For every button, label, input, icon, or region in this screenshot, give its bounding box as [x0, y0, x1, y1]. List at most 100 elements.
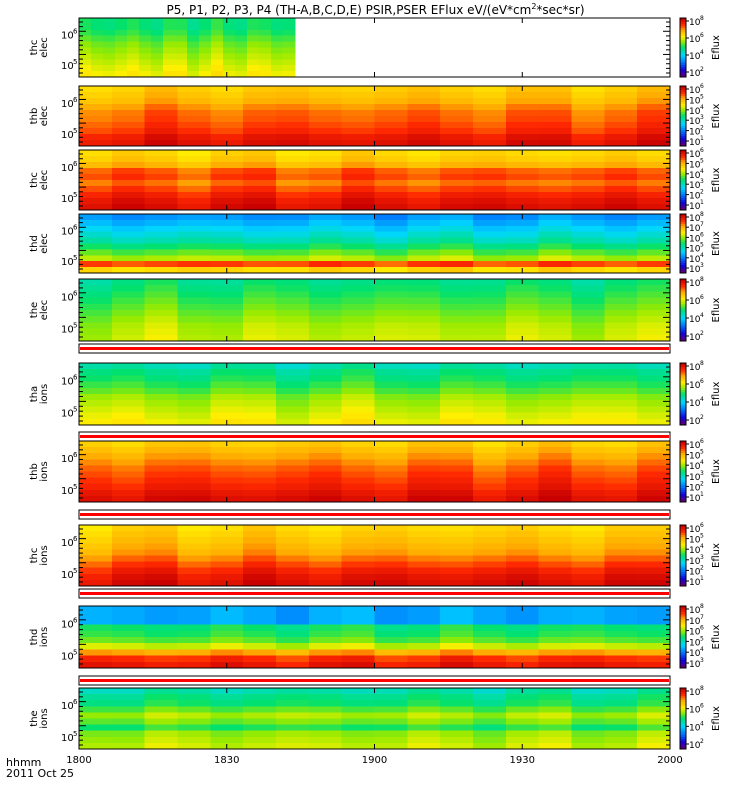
colorbar-segment: [680, 369, 686, 372]
colorbar-segment: [680, 634, 686, 638]
spectrogram-cell: [79, 322, 113, 330]
y-tick-exponent: 6: [73, 28, 78, 36]
spectrogram-cell: [505, 531, 540, 538]
colorbar-segment: [680, 338, 686, 342]
spectrogram-cell: [407, 465, 441, 473]
colorbar-frame: [679, 605, 687, 669]
spectrogram-cell: [144, 630, 179, 638]
spectrogram-cell: [243, 192, 277, 199]
spectrogram-cell: [243, 255, 277, 262]
spectrogram-cell: [538, 198, 573, 205]
spectrogram-cell: [243, 406, 277, 414]
colorbar-segment: [680, 162, 686, 165]
spectrogram-cell: [210, 387, 244, 395]
spectrogram-cell: [177, 162, 211, 169]
spectrogram-cell: [440, 225, 474, 233]
spectrogram-cell: [90, 47, 104, 54]
spectrogram-cell: [604, 192, 638, 199]
spectrogram-cell: [505, 637, 540, 644]
spectrogram-cell: [407, 214, 441, 221]
spectrogram-cell: [374, 706, 408, 713]
spectrogram-cell: [637, 612, 671, 619]
spectrogram-cell: [637, 180, 671, 187]
spectrogram-cell: [341, 255, 376, 262]
colorbar-tick-exponent: 4: [700, 252, 704, 259]
spectrogram-cell: [79, 328, 113, 336]
colorbar-frame: [679, 85, 687, 147]
spectrogram-cell: [111, 267, 146, 274]
spectrogram-cell: [144, 555, 179, 563]
spectrogram-cell: [637, 225, 671, 233]
spectrogram-cell: [270, 29, 284, 37]
spectrogram-cell: [177, 706, 211, 713]
spectrogram-cell: [374, 531, 408, 538]
spectrogram-cell: [637, 86, 671, 93]
colorbar-segment: [680, 736, 686, 740]
spectrogram-cell: [177, 316, 211, 323]
colorbar-segment: [680, 583, 686, 587]
colorbar-segment: [680, 67, 686, 70]
spectrogram-cell: [79, 214, 113, 221]
spectrogram-cell: [637, 104, 671, 111]
spectrogram-cell: [79, 573, 113, 581]
spectrogram-cell: [79, 453, 113, 460]
spectrogram-cell: [473, 316, 507, 323]
spectrogram-cell: [177, 465, 211, 473]
spectrogram-cell: [604, 637, 638, 644]
y-tick-label: 10: [61, 31, 74, 42]
spectrogram-cell: [150, 47, 164, 54]
colorbar-tick-label: 10: [689, 265, 701, 275]
spectrogram-cell: [243, 742, 277, 750]
colorbar-segment: [680, 112, 686, 115]
spectrogram-cell: [79, 47, 92, 54]
spectrogram-cell: [637, 495, 671, 503]
spectrogram-cell: [604, 412, 638, 420]
spectrogram-cell: [144, 612, 179, 619]
spectrogram-cell: [604, 655, 638, 663]
spectrogram-cell: [571, 537, 605, 544]
spectrogram-cell: [407, 204, 441, 211]
spectrogram-cell: [505, 655, 540, 663]
spectrogram-cell: [440, 92, 474, 99]
colorbar-segment: [680, 373, 686, 376]
spectrogram-cell: [276, 394, 310, 401]
spectrogram-cell: [440, 231, 474, 239]
spectrogram-cell: [79, 447, 113, 454]
spectrogram-cell: [210, 453, 244, 460]
spectrogram-cell: [341, 643, 376, 650]
spectrogram-cell: [440, 694, 474, 701]
y-tick-exponent: 5: [73, 127, 77, 135]
colorbar-segment: [680, 451, 686, 454]
spectrogram-cell: [308, 724, 343, 732]
colorbar-tick-exponent: 4: [700, 312, 704, 319]
spectrogram-cell: [407, 303, 441, 311]
spectrogram-cell: [473, 447, 507, 454]
spectrogram-cell: [473, 150, 507, 157]
spectrogram-cell: [571, 555, 605, 563]
spectrogram-cell: [308, 495, 343, 503]
spectrogram-cell: [144, 168, 179, 175]
spectrogram-cell: [308, 225, 343, 233]
colorbar-frame: [679, 440, 687, 503]
spectrogram-cell: [243, 369, 277, 376]
spectrogram-cell: [604, 624, 638, 632]
spectrogram-cell: [79, 375, 113, 383]
colorbar-segment: [680, 108, 686, 111]
spectrogram-cell: [604, 525, 638, 532]
colorbar-tick-label: 10: [689, 723, 701, 733]
spectrogram-cell: [571, 180, 605, 187]
spectrogram-cell: [341, 694, 376, 701]
colorbar-segment: [680, 463, 686, 466]
spectrogram-cell: [210, 406, 244, 414]
spectrogram-cell: [144, 110, 179, 117]
spectrogram-cell: [210, 180, 244, 187]
y-tick-label: 10: [61, 409, 74, 420]
spectrogram-cell: [243, 579, 277, 587]
spectrogram-cell: [198, 53, 212, 60]
spectrogram-cell: [276, 387, 310, 395]
spectrogram-cell: [111, 243, 146, 250]
spectrogram-cell: [538, 406, 573, 414]
spectrogram-cell: [210, 618, 244, 626]
colorbar-segment: [680, 324, 686, 328]
spectrogram-cell: [138, 41, 152, 49]
